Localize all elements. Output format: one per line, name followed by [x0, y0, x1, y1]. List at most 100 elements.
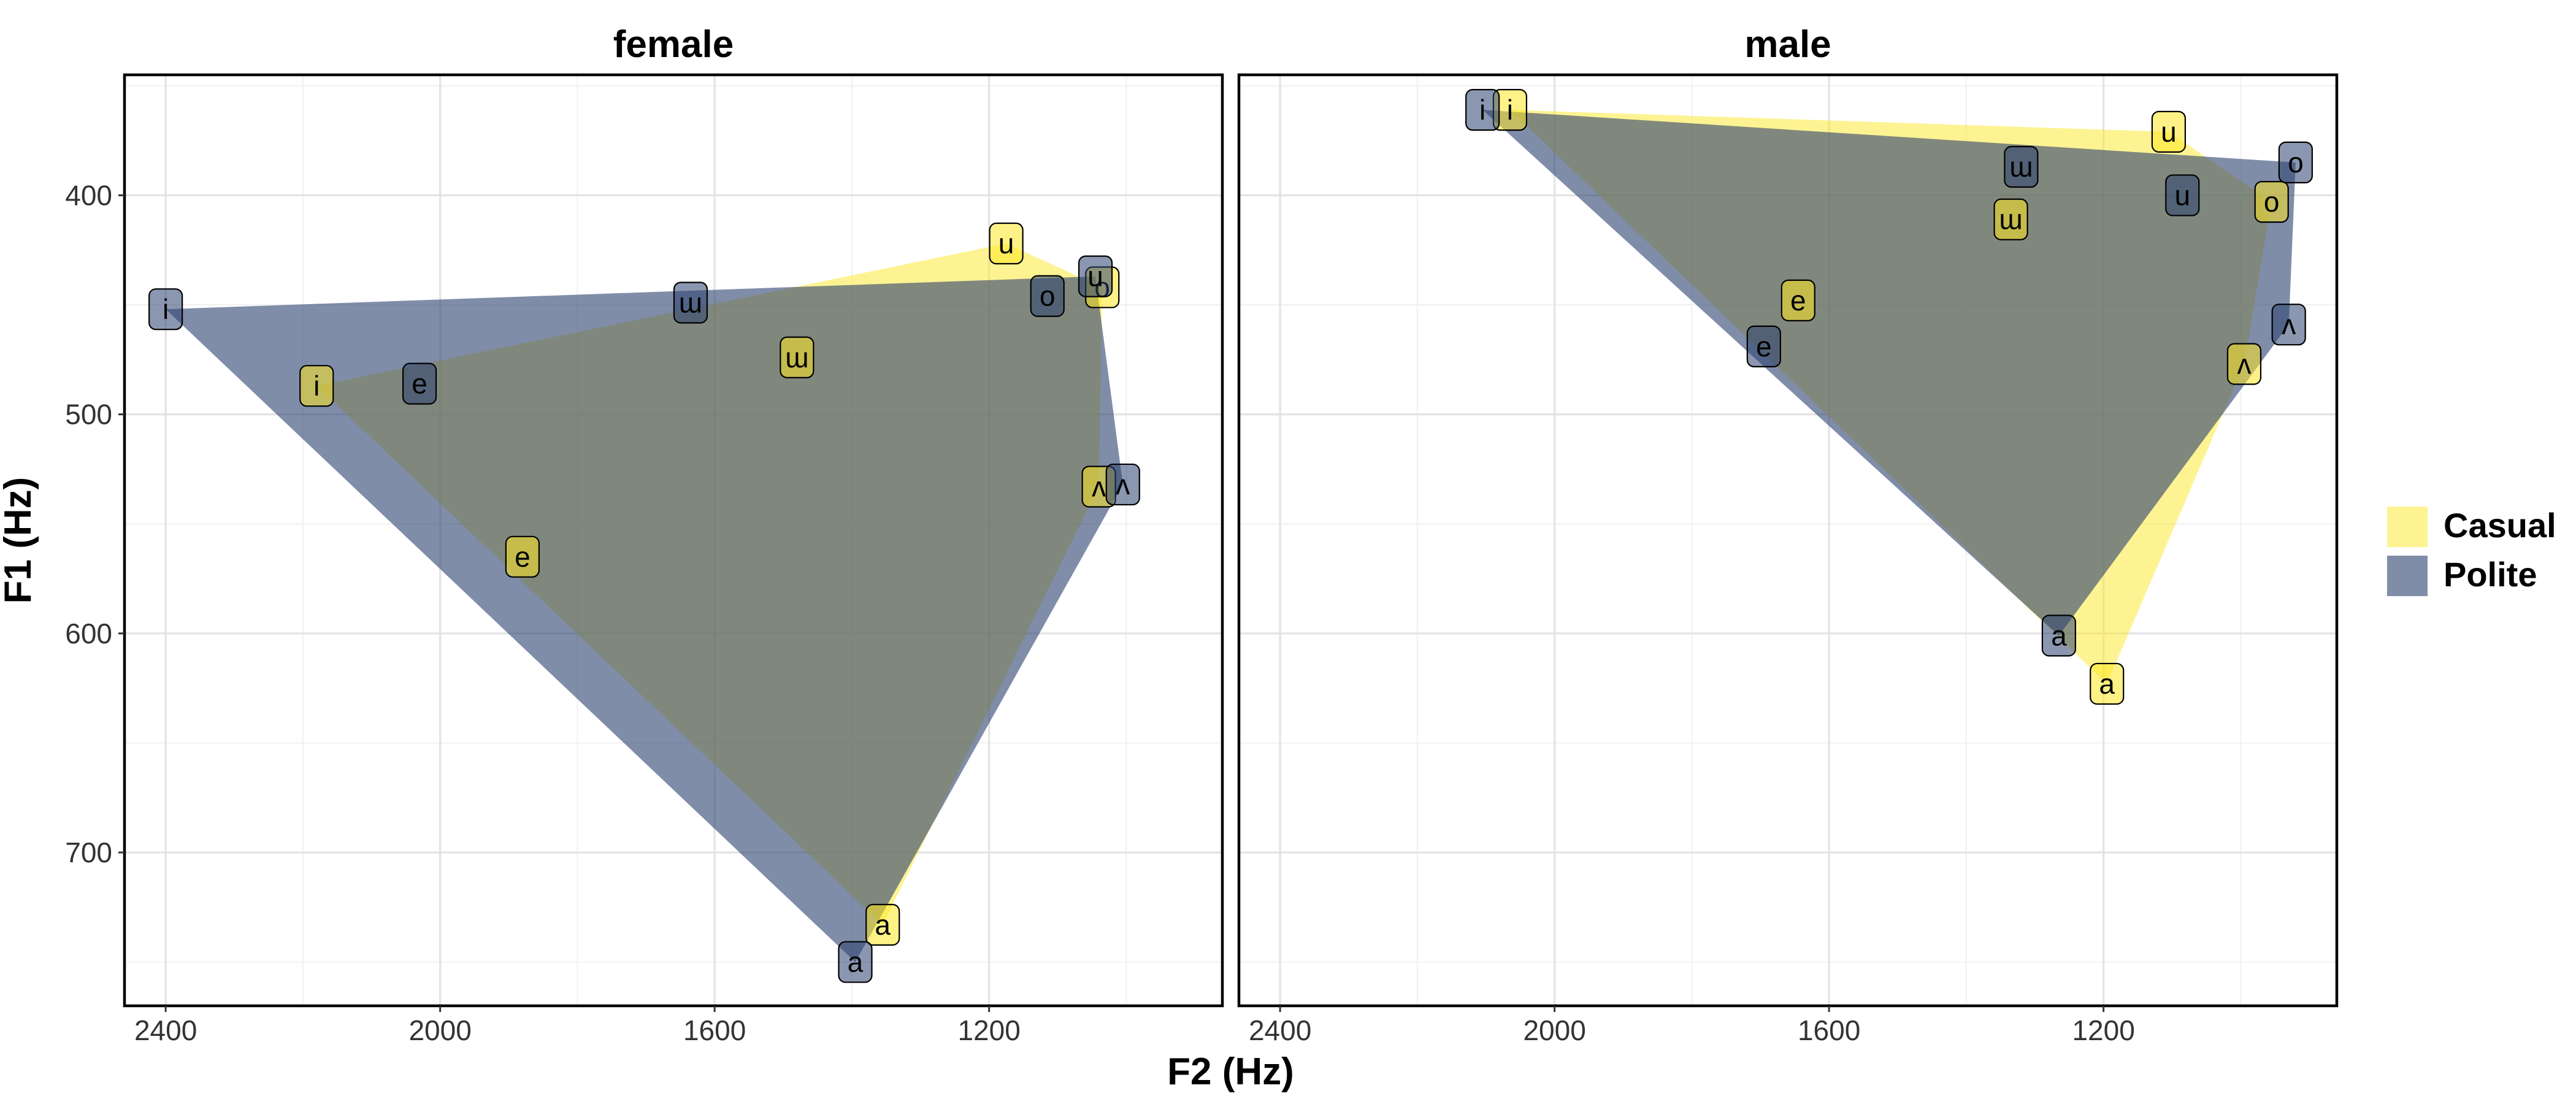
vowel-label-box [2165, 174, 2200, 216]
vowel-label-male-polite-o: o [2278, 141, 2313, 183]
vowel-label-box [148, 288, 183, 331]
legend-item-polite: Polite [2387, 555, 2537, 596]
x-axis-title: F2 (Hz) [1167, 1051, 1294, 1093]
vowel-label-box [2278, 141, 2313, 183]
vowel-label-male-casual-e: e [1781, 279, 1815, 321]
vowel-label-box [2151, 110, 2187, 153]
vowel-label-text: ɯ [679, 286, 702, 318]
vowel-label-box [1078, 255, 1113, 297]
x-tick-label: 2400 [134, 1014, 197, 1046]
vowel-label-box [505, 535, 540, 578]
y-tick-label: 400 [65, 179, 112, 211]
vowel-label-text: a [2051, 619, 2067, 651]
panel-border [123, 73, 1224, 1008]
vowel-label-box [1781, 279, 1815, 321]
vowel-label-female-polite-i: i [148, 288, 183, 331]
vowel-label-box [2090, 662, 2125, 705]
vowel-label-text: a [848, 946, 864, 978]
vowel-label-text: u [2174, 179, 2190, 211]
vowel-label-male-polite-e: e [1746, 325, 1781, 367]
vowel-label-male-casual-o: o [2254, 181, 2289, 223]
vowel-label-box [299, 365, 334, 407]
vowel-label-text: i [163, 293, 169, 325]
vowel-label-text: o [2288, 147, 2304, 178]
vowel-label-male-polite-u: u [2165, 174, 2200, 216]
vowel-label-text: i [1479, 94, 1485, 126]
vowel-label-box [838, 941, 873, 983]
facet-title-female: female [613, 23, 734, 66]
legend-swatch [2387, 556, 2428, 596]
vowel-label-box [2041, 615, 2077, 657]
vowel-label-box [865, 903, 900, 946]
vowel-label-box [1993, 198, 2028, 240]
vowel-label-text: i [1507, 94, 1513, 126]
vowel-label-female-polite-ɯ: ɯ [673, 282, 708, 324]
vowel-label-box [1465, 89, 1500, 131]
vowel-label-female-polite-u: u [1078, 255, 1113, 297]
vowel-label-male-polite-i: i [1465, 89, 1500, 131]
legend-item-casual: Casual [2387, 506, 2556, 547]
vowel-label-box [2254, 181, 2289, 223]
vowel-label-text: ɯ [1999, 204, 2022, 236]
legend-label: Casual [2444, 506, 2556, 545]
vowel-label-text: a [2099, 668, 2115, 700]
vowel-label-text: u [1087, 261, 1103, 293]
x-tick-label: 1600 [683, 1014, 746, 1046]
legend-label: Polite [2444, 555, 2537, 594]
vowel-label-female-polite-a: a [838, 941, 873, 983]
vowel-label-text: a [875, 909, 891, 941]
vowel-label-male-polite-ʌ: ʌ [2271, 304, 2306, 346]
vowel-label-box [673, 282, 708, 324]
vowel-label-male-polite-ɯ: ɯ [2004, 145, 2039, 188]
vowel-label-box [402, 362, 437, 405]
vowel-label-text: e [1756, 331, 1772, 362]
vowel-label-female-polite-o: o [1030, 275, 1065, 317]
hull-female-polite [166, 276, 1123, 962]
vowel-label-text: e [1790, 285, 1806, 316]
y-axis-title: F1 (Hz) [0, 477, 39, 604]
vowel-label-box [1105, 463, 1140, 506]
vowel-label-box [1030, 275, 1065, 317]
vowel-label-text: ʌ [2237, 348, 2251, 380]
vowel-label-box [2004, 145, 2039, 188]
legend-swatch [2387, 507, 2428, 547]
vowel-label-text: i [313, 370, 320, 402]
y-tick-label: 500 [65, 399, 112, 431]
x-tick-label: 2000 [1523, 1014, 1585, 1046]
vowel-label-text: ʌ [1092, 470, 1106, 502]
vowel-label-box [2271, 304, 2306, 346]
vowel-label-text: e [515, 541, 531, 573]
vowel-label-text: ʌ [2282, 308, 2296, 340]
x-tick-label: 1600 [1798, 1014, 1860, 1046]
vowel-label-female-casual-i: i [299, 365, 334, 407]
vowel-label-text: o [2264, 186, 2280, 218]
x-tick-label: 2000 [408, 1014, 471, 1046]
vowel-label-text: o [1040, 280, 1056, 312]
y-tick-label: 700 [65, 837, 112, 868]
vowel-label-male-casual-a: a [2090, 662, 2125, 705]
vowel-label-female-casual-ɯ: ɯ [780, 336, 815, 378]
vowel-label-female-polite-e: e [402, 362, 437, 405]
vowel-label-male-casual-u: u [2151, 110, 2187, 153]
vowel-label-male-polite-a: a [2041, 615, 2077, 657]
vowel-label-text: ɯ [785, 342, 808, 373]
vowel-label-female-casual-e: e [505, 535, 540, 578]
facet-title-male: male [1744, 23, 1831, 66]
panel-border [1237, 73, 2339, 1008]
vowel-label-box [2226, 343, 2262, 385]
vowel-label-text: ɯ [2009, 151, 2033, 183]
vowel-label-text: e [412, 368, 427, 400]
x-tick-label: 2400 [1249, 1014, 1311, 1046]
hull-male-polite [1482, 110, 2296, 636]
vowel-label-female-polite-ʌ: ʌ [1105, 463, 1140, 506]
x-tick-label: 1200 [957, 1014, 1020, 1046]
vowel-label-box [989, 222, 1024, 265]
vowel-label-male-casual-ɯ: ɯ [1993, 198, 2028, 240]
vowel-label-text: u [2161, 116, 2177, 148]
vowel-label-box [1746, 325, 1781, 367]
vowel-label-male-casual-ʌ: ʌ [2226, 343, 2262, 385]
vowel-label-text: ʌ [1116, 469, 1130, 500]
y-tick-label: 600 [65, 618, 112, 649]
